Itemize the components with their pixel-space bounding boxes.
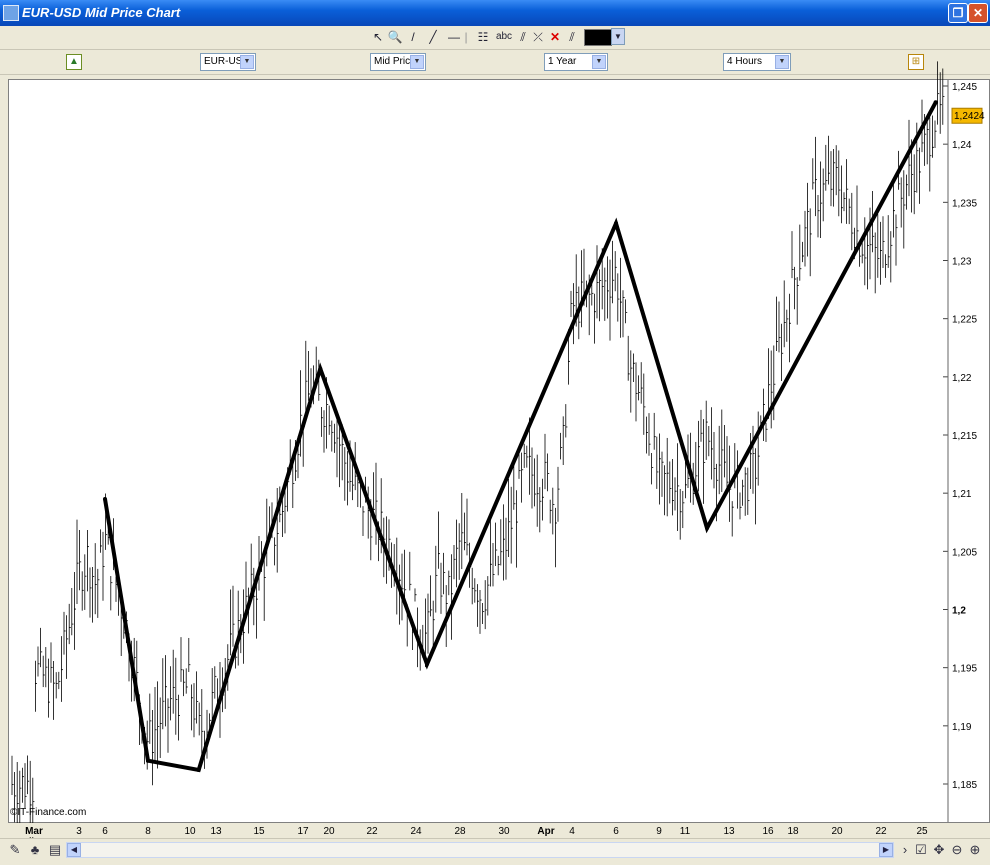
y-tick-label: 1,225 xyxy=(952,315,977,326)
toolbar-separator: | xyxy=(464,30,468,44)
zigzag-point xyxy=(103,496,107,501)
cross-tool-icon[interactable]: ⤫ xyxy=(533,30,543,44)
zigzag-point xyxy=(146,758,150,763)
pan-icon[interactable]: ✥ xyxy=(933,842,945,857)
zigzag-point xyxy=(614,221,618,226)
x-axis xyxy=(0,823,990,837)
chart-scrollbar[interactable]: ◀ ▶ xyxy=(66,842,894,858)
fibonacci-tool-icon[interactable]: ☷ xyxy=(477,30,489,44)
ohlc-bars xyxy=(11,61,945,840)
zoom-out-icon[interactable]: ⊖ xyxy=(951,842,963,857)
print-icon[interactable]: ▤ xyxy=(48,842,62,857)
y-tick-label: 1,185 xyxy=(952,780,977,791)
range-select[interactable]: 1 Year ▼ xyxy=(544,53,608,71)
trend-line-tool-icon[interactable]: ╱ xyxy=(429,30,437,44)
restore-button[interactable]: ❐ xyxy=(948,3,968,23)
check-tool-icon[interactable]: ☑ xyxy=(915,842,927,857)
y-tick-label: 1,24 xyxy=(952,140,972,151)
range-value: 1 Year xyxy=(548,56,577,67)
app-icon xyxy=(3,5,19,21)
scroll-right-icon[interactable]: ▶ xyxy=(879,843,893,857)
y-tick-label: 1,21 xyxy=(952,489,972,500)
copyright-text: ©IT-Finance.com xyxy=(10,807,86,818)
chevron-down-icon[interactable]: ▼ xyxy=(775,55,789,69)
price-chart[interactable]: 1,245 1,24 1,235 1,23 1,225 1,22 1,215 1,21 1,20… xyxy=(0,0,990,840)
y-tick-label: 1,195 xyxy=(952,664,977,675)
chevron-down-icon[interactable]: ▼ xyxy=(240,55,254,69)
y-tick-label: 1,235 xyxy=(952,198,977,209)
y-tick-label: 1,205 xyxy=(952,547,977,558)
y-tick-label: 1,215 xyxy=(952,431,977,442)
color-tool-icon[interactable]: ♣ xyxy=(30,842,40,857)
y-tick-label: 1,19 xyxy=(952,722,972,733)
zigzag-point xyxy=(705,526,709,531)
chevron-down-icon[interactable]: ▼ xyxy=(592,55,606,69)
y-tick-label: 1,2 xyxy=(952,606,966,617)
indicator-icon[interactable]: ⊞ xyxy=(908,54,924,70)
instrument-value: EUR-USD xyxy=(204,56,250,67)
line-color-dropdown[interactable]: ▼ xyxy=(611,28,625,45)
title-bar: EUR-USD Mid Price Chart ❐ ✕ xyxy=(0,0,990,26)
interval-value: 4 Hours xyxy=(727,56,763,67)
y-tick-label: 1,245 xyxy=(952,82,977,93)
scroll-left-icon[interactable]: ◀ xyxy=(67,843,81,857)
drawing-toolbar xyxy=(0,26,990,50)
close-button[interactable]: ✕ xyxy=(968,3,988,23)
instrument-select[interactable]: EUR-USD ▼ xyxy=(200,53,256,71)
zoom-tool-icon[interactable]: 🔍 xyxy=(387,30,403,44)
current-price-label: 1,2424 xyxy=(954,111,985,122)
zigzag-point xyxy=(425,662,429,667)
y-tick-label: 1,22 xyxy=(952,373,972,384)
chart-type-icon[interactable]: ▲ xyxy=(66,54,82,70)
delete-tool-icon[interactable]: ✕ xyxy=(549,30,561,44)
zoom-in-icon[interactable]: ⊕ xyxy=(969,842,981,857)
price-type-select[interactable]: Mid Price ▼ xyxy=(370,53,426,71)
current-price-marker xyxy=(951,107,983,124)
text-tool-icon[interactable]: abc xyxy=(495,31,513,42)
thin-line-tool-icon[interactable]: / xyxy=(411,30,415,44)
chevron-down-icon[interactable]: ▼ xyxy=(410,55,424,69)
delete-all-tool-icon[interactable]: ⫽ xyxy=(569,30,575,44)
window-title: EUR-USD Mid Price Chart xyxy=(22,5,181,20)
zigzag-point xyxy=(318,366,323,371)
horizontal-line-tool-icon[interactable]: — xyxy=(448,30,460,44)
y-tick-label: 1,23 xyxy=(952,257,972,268)
interval-select[interactable]: 4 Hours ▼ xyxy=(723,53,791,71)
channel-tool-icon[interactable]: ⫽ xyxy=(520,30,526,44)
settings-toolbar xyxy=(0,50,990,75)
arrow-right-icon[interactable]: › xyxy=(902,842,908,857)
zigzag-point xyxy=(196,768,201,773)
pointer-tool-icon[interactable]: ↖ xyxy=(372,30,384,44)
zigzag-trend-line[interactable] xyxy=(103,101,938,773)
zigzag-point xyxy=(933,100,938,105)
draw-tool-icon[interactable]: ✎ xyxy=(9,842,21,857)
price-type-value: Mid Price xyxy=(374,56,416,67)
